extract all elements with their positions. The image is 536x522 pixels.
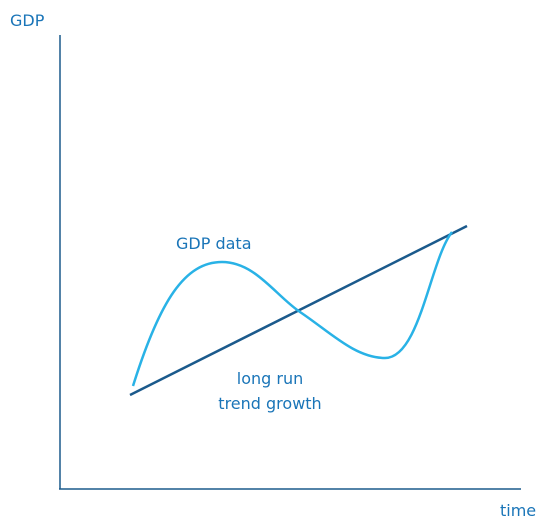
curve-label: GDP data: [176, 234, 252, 253]
y-axis-label: GDP: [10, 11, 45, 30]
x-axis-label: time: [500, 501, 536, 520]
trend-label: trend growth: [218, 394, 321, 413]
gdp-curve: [131, 231, 453, 387]
trend-label: long run: [237, 369, 303, 388]
